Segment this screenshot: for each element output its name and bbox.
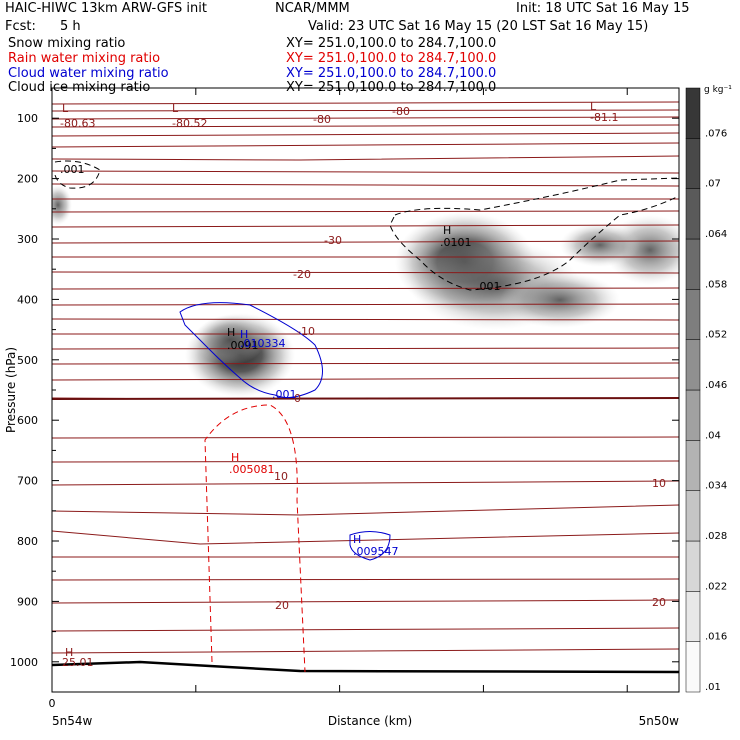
y-tick-label: 200: [17, 173, 38, 186]
y-tick-label: 700: [17, 475, 38, 488]
y-tick-label: 600: [17, 414, 38, 427]
field-label-cloud-water: Cloud water mixing ratio: [8, 66, 169, 81]
contour-label: .001: [272, 388, 297, 401]
contour-label: L: [62, 102, 69, 115]
temperature-contours: [52, 101, 679, 654]
colorbar-swatch: [685, 339, 701, 391]
colorbar-label: .07: [705, 179, 721, 190]
contour-label: -80.52: [172, 117, 207, 130]
contour-label: .0101: [440, 236, 472, 249]
contour-label: H: [227, 326, 235, 339]
contour-label: .005081: [229, 463, 275, 476]
contour-label: L: [172, 102, 179, 115]
model-title: HAIC-HIWC 13km ARW-GFS init: [5, 1, 207, 16]
colorbar: .01 .016 .022 .028 .034 .04 .046 .052 .058 .064 .0…: [685, 85, 732, 693]
x-left-label: 5n54w: [52, 714, 93, 728]
contour-label: 20: [652, 596, 666, 609]
colorbar-swatch: [685, 138, 701, 189]
contour-label: 0: [294, 392, 301, 405]
field-label-rain: Rain water mixing ratio: [8, 51, 161, 66]
contour-label: 20: [275, 599, 289, 612]
cloud-water-contours: [179, 302, 391, 561]
contour-label: .0091: [227, 339, 259, 352]
colorbar-swatch: [685, 540, 701, 592]
contour-label: -80: [313, 113, 331, 126]
y-tick-label: 900: [17, 595, 38, 608]
y-tick-label: 800: [17, 535, 38, 548]
colorbar-swatch: [685, 289, 701, 340]
colorbar-swatch: [685, 641, 701, 693]
valid-time: Valid: 23 UTC Sat 16 May 15 (20 LST Sat …: [308, 19, 649, 34]
init-time: Init: 18 UTC Sat 16 May 15: [516, 1, 690, 16]
contour-label: -80: [392, 105, 410, 118]
field-xy-cloud-water: XY= 251.0,100.0 to 284.7,100.0: [286, 66, 497, 81]
zero-degree-isotherm: [51, 397, 680, 400]
plot-frame: [51, 87, 680, 693]
colorbar-swatch: [685, 389, 701, 441]
contour-label: H: [353, 533, 361, 546]
y-tick-label: 500: [17, 354, 38, 367]
y-tick-label: 1000: [10, 656, 38, 669]
colorbar-label: .046: [705, 380, 727, 391]
colorbar-label: .064: [705, 229, 727, 240]
contour-label: 25.01: [62, 656, 94, 669]
contour-label: -80.63: [60, 117, 95, 130]
contour-label: -81.1: [590, 111, 618, 124]
contour-label: H: [443, 224, 451, 237]
contour-label: L: [590, 100, 597, 113]
colorbar-label: .028: [705, 531, 727, 542]
field-xy-cloud-ice: XY= 251.0,100.0 to 284.7,100.0: [286, 80, 497, 95]
colorbar-unit: g kg⁻¹: [704, 85, 732, 95]
org-label: NCAR/MMM: [275, 1, 350, 16]
contour-label: .010334: [240, 337, 286, 350]
contour-annotations: L-80.63L-80.52 -80-80 L-81.1-30-20-1001010…: [60, 100, 666, 669]
colorbar-label: .034: [705, 481, 727, 492]
field-xy-rain: XY= 251.0,100.0 to 284.7,100.0: [286, 51, 497, 66]
contour-label: H: [65, 646, 73, 659]
contour-label: 10: [274, 470, 288, 483]
distance-axis: [195, 88, 628, 692]
field-xy-snow: XY= 251.0,100.0 to 284.7,100.0: [286, 36, 497, 51]
terrain-line: [51, 660, 680, 674]
x-axis-label: Distance (km): [328, 714, 412, 728]
contour-label: .001: [476, 280, 501, 293]
y-tick-label: 400: [17, 293, 38, 306]
contour-label: -20: [293, 268, 311, 281]
colorbar-label: .058: [705, 279, 727, 290]
field-label-snow: Snow mixing ratio: [8, 36, 126, 51]
y-tick-label: 300: [17, 233, 38, 246]
colorbar-label: .076: [705, 128, 727, 139]
forecast-value: 5 h: [60, 19, 81, 34]
colorbar-label: .04: [705, 430, 721, 441]
colorbar-label: .016: [705, 632, 727, 643]
contour-label: H: [231, 451, 239, 464]
contour-label: .009547: [353, 545, 399, 558]
contour-label: -10: [297, 325, 315, 338]
colorbar-swatch: [685, 87, 701, 139]
snow-contours: [54, 160, 680, 291]
field-label-cloud-ice: Cloud ice mixing ratio: [8, 80, 151, 95]
colorbar-label: .01: [705, 682, 721, 693]
rain-water-contours: [204, 404, 306, 673]
contour-label: H: [240, 328, 248, 341]
colorbar-swatch: [685, 591, 701, 642]
colorbar-swatch: [685, 238, 701, 290]
x-right-label: 5n50w: [639, 714, 680, 728]
y-tick-label: 100: [17, 112, 38, 125]
colorbar-swatch: [685, 440, 701, 491]
mixing-ratio-shading: [52, 185, 679, 397]
forecast-label: Fcst:: [5, 19, 36, 34]
contour-label: 10: [652, 477, 666, 490]
contour-label: .001: [60, 163, 85, 176]
colorbar-swatch: [685, 490, 701, 542]
y-axis-label: Pressure (hPa): [4, 347, 18, 433]
x-origin-label: 0: [49, 697, 56, 710]
contour-label: -30: [324, 234, 342, 247]
colorbar-label: .022: [705, 581, 727, 592]
colorbar-swatch: [685, 188, 701, 240]
colorbar-label: .052: [705, 330, 727, 341]
